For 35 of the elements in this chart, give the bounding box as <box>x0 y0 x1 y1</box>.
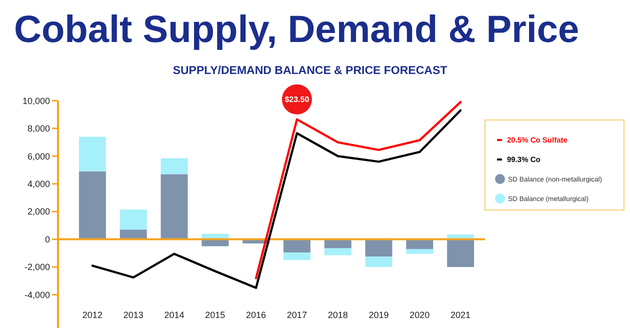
chart-title: Cobalt Supply, Demand & Price <box>14 9 580 51</box>
y-tick-label: 8,000 <box>27 124 50 134</box>
x-tick-label: 2017 <box>286 310 307 320</box>
bar <box>78 136 106 172</box>
bar <box>160 158 188 174</box>
x-tick-label: 2015 <box>205 310 226 320</box>
bar <box>120 210 147 230</box>
bar <box>160 174 188 240</box>
bar <box>365 256 392 268</box>
x-tick-label: 2016 <box>246 310 266 320</box>
bar <box>324 248 352 256</box>
line-series <box>91 109 462 289</box>
y-tick-label: 4,000 <box>27 179 50 190</box>
bar <box>365 239 392 257</box>
x-tick-label: 2019 <box>368 310 389 320</box>
line-series <box>254 100 462 280</box>
bar <box>406 249 434 254</box>
x-tick-label: 2013 <box>123 310 144 320</box>
y-tick-label: 6,000 <box>27 151 50 162</box>
bar <box>283 239 310 252</box>
bar <box>283 252 310 260</box>
y-tick-label: 0 <box>44 234 50 244</box>
x-tick-label: 2012 <box>82 310 102 320</box>
y-tick-label: 2,000 <box>27 206 50 217</box>
y-tick-label: -2,000 <box>24 262 50 272</box>
x-tick-label: 2018 <box>328 310 348 320</box>
y-tick-label: -4,000 <box>24 290 50 300</box>
x-tick-label: 2014 <box>164 310 184 320</box>
bar <box>78 171 106 240</box>
chart-subtitle: SUPPLY/DEMAND BALANCE & PRICE FORECAST <box>172 65 448 77</box>
x-tick-label: 2021 <box>450 310 471 320</box>
y-tick-label: 10,000 <box>22 96 50 106</box>
x-tick-label: 2020 <box>410 310 430 320</box>
bar <box>447 239 474 268</box>
annotation: $23.50 <box>284 95 310 104</box>
